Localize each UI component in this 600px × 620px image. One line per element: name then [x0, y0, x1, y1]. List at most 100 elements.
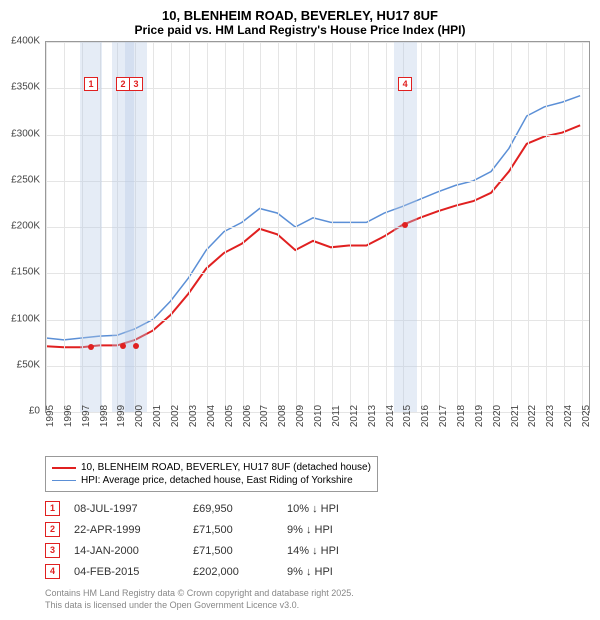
y-tick-label: £200K: [11, 221, 40, 232]
x-tick-label: 2006: [242, 405, 253, 427]
x-tick-label: 2012: [349, 405, 360, 427]
y-tick-label: £300K: [11, 128, 40, 139]
grid-line: [296, 42, 297, 412]
grid-line: [225, 42, 226, 412]
grid-line: [314, 42, 315, 412]
x-tick-label: 2024: [563, 405, 574, 427]
sales-table: 108-JUL-1997£69,95010% ↓ HPI222-APR-1999…: [45, 498, 590, 582]
sales-row-index: 4: [45, 564, 60, 579]
grid-line: [421, 42, 422, 412]
sales-row-price: £71,500: [193, 545, 273, 557]
x-tick-label: 2004: [206, 405, 217, 427]
y-tick-label: £250K: [11, 174, 40, 185]
x-tick-label: 2022: [527, 405, 538, 427]
sales-row-price: £69,950: [193, 503, 273, 515]
x-tick-label: 1998: [99, 405, 110, 427]
x-tick-label: 2009: [295, 405, 306, 427]
x-tick-label: 2011: [331, 405, 342, 427]
x-tick-label: 1995: [45, 405, 56, 427]
grid-line: [64, 42, 65, 412]
x-tick-label: 2020: [492, 405, 503, 427]
x-tick-label: 2015: [402, 405, 413, 427]
sales-row-date: 22-APR-1999: [74, 524, 179, 536]
y-tick-label: £400K: [11, 36, 40, 47]
sales-row-index: 3: [45, 543, 60, 558]
legend: 10, BLENHEIM ROAD, BEVERLEY, HU17 8UF (d…: [45, 456, 378, 492]
grid-line: [278, 42, 279, 412]
grid-line: [564, 42, 565, 412]
y-tick-label: £100K: [11, 313, 40, 324]
grid-line: [332, 42, 333, 412]
x-tick-label: 1997: [81, 405, 92, 427]
grid-line: [207, 42, 208, 412]
sale-dot: [120, 343, 126, 349]
y-tick-label: £0: [29, 406, 40, 417]
x-tick-label: 1996: [63, 405, 74, 427]
sales-row-date: 14-JAN-2000: [74, 545, 179, 557]
x-tick-label: 2025: [581, 405, 592, 427]
sale-band: [125, 42, 148, 412]
sale-dot: [402, 222, 408, 228]
grid-line: [386, 42, 387, 412]
y-tick-label: £350K: [11, 82, 40, 93]
grid-line: [475, 42, 476, 412]
footnote-line: Contains HM Land Registry data © Crown c…: [45, 588, 590, 600]
sales-row-price: £202,000: [193, 566, 273, 578]
sales-row-date: 04-FEB-2015: [74, 566, 179, 578]
x-tick-label: 1999: [116, 405, 127, 427]
chart-container: 10, BLENHEIM ROAD, BEVERLEY, HU17 8UF Pr…: [0, 0, 600, 611]
sale-dot: [88, 344, 94, 350]
sale-dot: [133, 343, 139, 349]
y-tick-label: £50K: [17, 359, 40, 370]
sale-marker: 3: [129, 77, 143, 91]
grid-line: [260, 42, 261, 412]
grid-line: [46, 42, 47, 412]
x-tick-label: 2021: [510, 405, 521, 427]
grid-line: [546, 42, 547, 412]
x-tick-label: 2003: [188, 405, 199, 427]
sale-marker: 1: [84, 77, 98, 91]
grid-line: [153, 42, 154, 412]
legend-label: HPI: Average price, detached house, East…: [81, 475, 353, 486]
grid-line: [582, 42, 583, 412]
x-tick-label: 2017: [438, 405, 449, 427]
legend-swatch: [52, 467, 76, 469]
x-tick-label: 2010: [313, 405, 324, 427]
grid-line: [350, 42, 351, 412]
sales-row: 222-APR-1999£71,5009% ↓ HPI: [45, 519, 590, 540]
x-tick-label: 2016: [420, 405, 431, 427]
x-tick-label: 2019: [474, 405, 485, 427]
legend-row: 10, BLENHEIM ROAD, BEVERLEY, HU17 8UF (d…: [52, 461, 371, 474]
x-tick-label: 2002: [170, 405, 181, 427]
y-tick-label: £150K: [11, 267, 40, 278]
x-tick-label: 2014: [385, 405, 396, 427]
chart-subtitle: Price paid vs. HM Land Registry's House …: [0, 23, 600, 41]
grid-line: [511, 42, 512, 412]
x-tick-label: 2023: [545, 405, 556, 427]
x-tick-label: 2018: [456, 405, 467, 427]
sale-marker: 2: [116, 77, 130, 91]
sale-band: [80, 42, 103, 412]
footnote-line: This data is licensed under the Open Gov…: [45, 600, 590, 612]
plot-area: 1234: [45, 41, 590, 413]
legend-row: HPI: Average price, detached house, East…: [52, 474, 371, 487]
grid-line: [457, 42, 458, 412]
grid-line: [243, 42, 244, 412]
x-tick-label: 2013: [367, 405, 378, 427]
x-tick-label: 2007: [259, 405, 270, 427]
x-tick-label: 2008: [277, 405, 288, 427]
sales-row-rel: 9% ↓ HPI: [287, 524, 387, 536]
sales-row-index: 1: [45, 501, 60, 516]
sales-row-rel: 9% ↓ HPI: [287, 566, 387, 578]
legend-swatch: [52, 480, 76, 482]
sales-row-rel: 10% ↓ HPI: [287, 503, 387, 515]
chart-title: 10, BLENHEIM ROAD, BEVERLEY, HU17 8UF: [0, 0, 600, 23]
x-tick-label: 2001: [152, 405, 163, 427]
sales-row: 314-JAN-2000£71,50014% ↓ HPI: [45, 540, 590, 561]
x-axis: 1995199619971998199920002001200220032004…: [45, 413, 590, 448]
legend-label: 10, BLENHEIM ROAD, BEVERLEY, HU17 8UF (d…: [81, 462, 371, 473]
grid-line: [493, 42, 494, 412]
grid-line: [368, 42, 369, 412]
grid-line: [189, 42, 190, 412]
sales-row-price: £71,500: [193, 524, 273, 536]
